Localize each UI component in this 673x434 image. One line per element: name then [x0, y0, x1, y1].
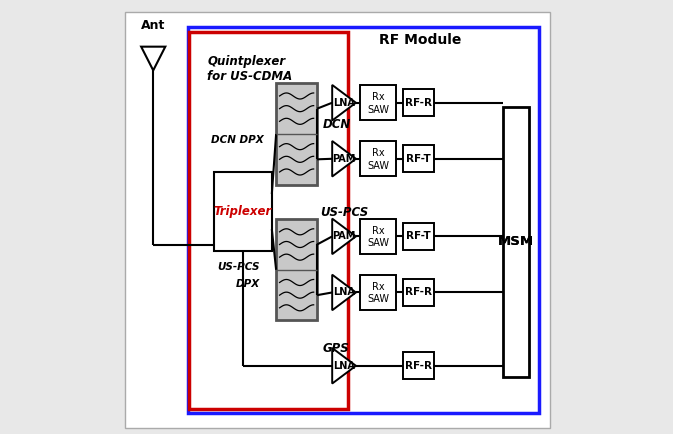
- Bar: [189, 32, 348, 409]
- Text: Rx: Rx: [371, 226, 384, 236]
- Text: PAM: PAM: [332, 154, 356, 164]
- Text: SAW: SAW: [367, 238, 389, 248]
- Text: US-PCS: US-PCS: [217, 262, 260, 272]
- Bar: [403, 279, 434, 306]
- Text: RF-T: RF-T: [406, 231, 431, 241]
- Polygon shape: [332, 141, 356, 177]
- Polygon shape: [332, 219, 356, 254]
- Text: RF Module: RF Module: [380, 33, 462, 47]
- Bar: [276, 83, 317, 184]
- Bar: [360, 85, 396, 120]
- Bar: [360, 141, 396, 177]
- Text: Quintplexer
for US-CDMA: Quintplexer for US-CDMA: [207, 55, 292, 83]
- Text: RF-T: RF-T: [406, 154, 431, 164]
- Text: SAW: SAW: [367, 161, 389, 171]
- Bar: [360, 275, 396, 310]
- Text: MSM: MSM: [498, 235, 534, 248]
- Polygon shape: [332, 348, 356, 384]
- Bar: [276, 219, 317, 320]
- Bar: [403, 223, 434, 250]
- Bar: [213, 172, 272, 251]
- Text: GPS: GPS: [322, 342, 349, 355]
- Text: LNA: LNA: [333, 98, 355, 108]
- Text: Rx: Rx: [371, 148, 384, 158]
- Text: SAW: SAW: [367, 294, 389, 304]
- Bar: [403, 89, 434, 116]
- Text: Rx: Rx: [371, 92, 384, 102]
- Text: DCN DPX: DCN DPX: [211, 135, 264, 145]
- Bar: [403, 352, 434, 379]
- Text: PAM: PAM: [332, 231, 356, 241]
- Bar: [360, 219, 396, 254]
- Text: SAW: SAW: [367, 105, 389, 115]
- Text: RF-R: RF-R: [405, 98, 432, 108]
- Text: Ant: Ant: [141, 19, 166, 32]
- Text: LNA: LNA: [333, 287, 355, 297]
- Text: DCN: DCN: [322, 118, 351, 131]
- Text: US-PCS: US-PCS: [320, 206, 368, 219]
- Text: LNA: LNA: [333, 361, 355, 371]
- Bar: [503, 107, 529, 377]
- Polygon shape: [332, 275, 356, 310]
- Text: Rx: Rx: [371, 282, 384, 292]
- Text: RF-R: RF-R: [405, 287, 432, 297]
- Text: DPX: DPX: [236, 279, 260, 289]
- Polygon shape: [141, 47, 166, 70]
- Bar: [188, 27, 539, 413]
- Text: Triplexer: Triplexer: [213, 205, 272, 218]
- Text: MSM: MSM: [498, 235, 534, 248]
- Bar: [403, 145, 434, 172]
- Text: RF-R: RF-R: [405, 361, 432, 371]
- Polygon shape: [332, 85, 356, 121]
